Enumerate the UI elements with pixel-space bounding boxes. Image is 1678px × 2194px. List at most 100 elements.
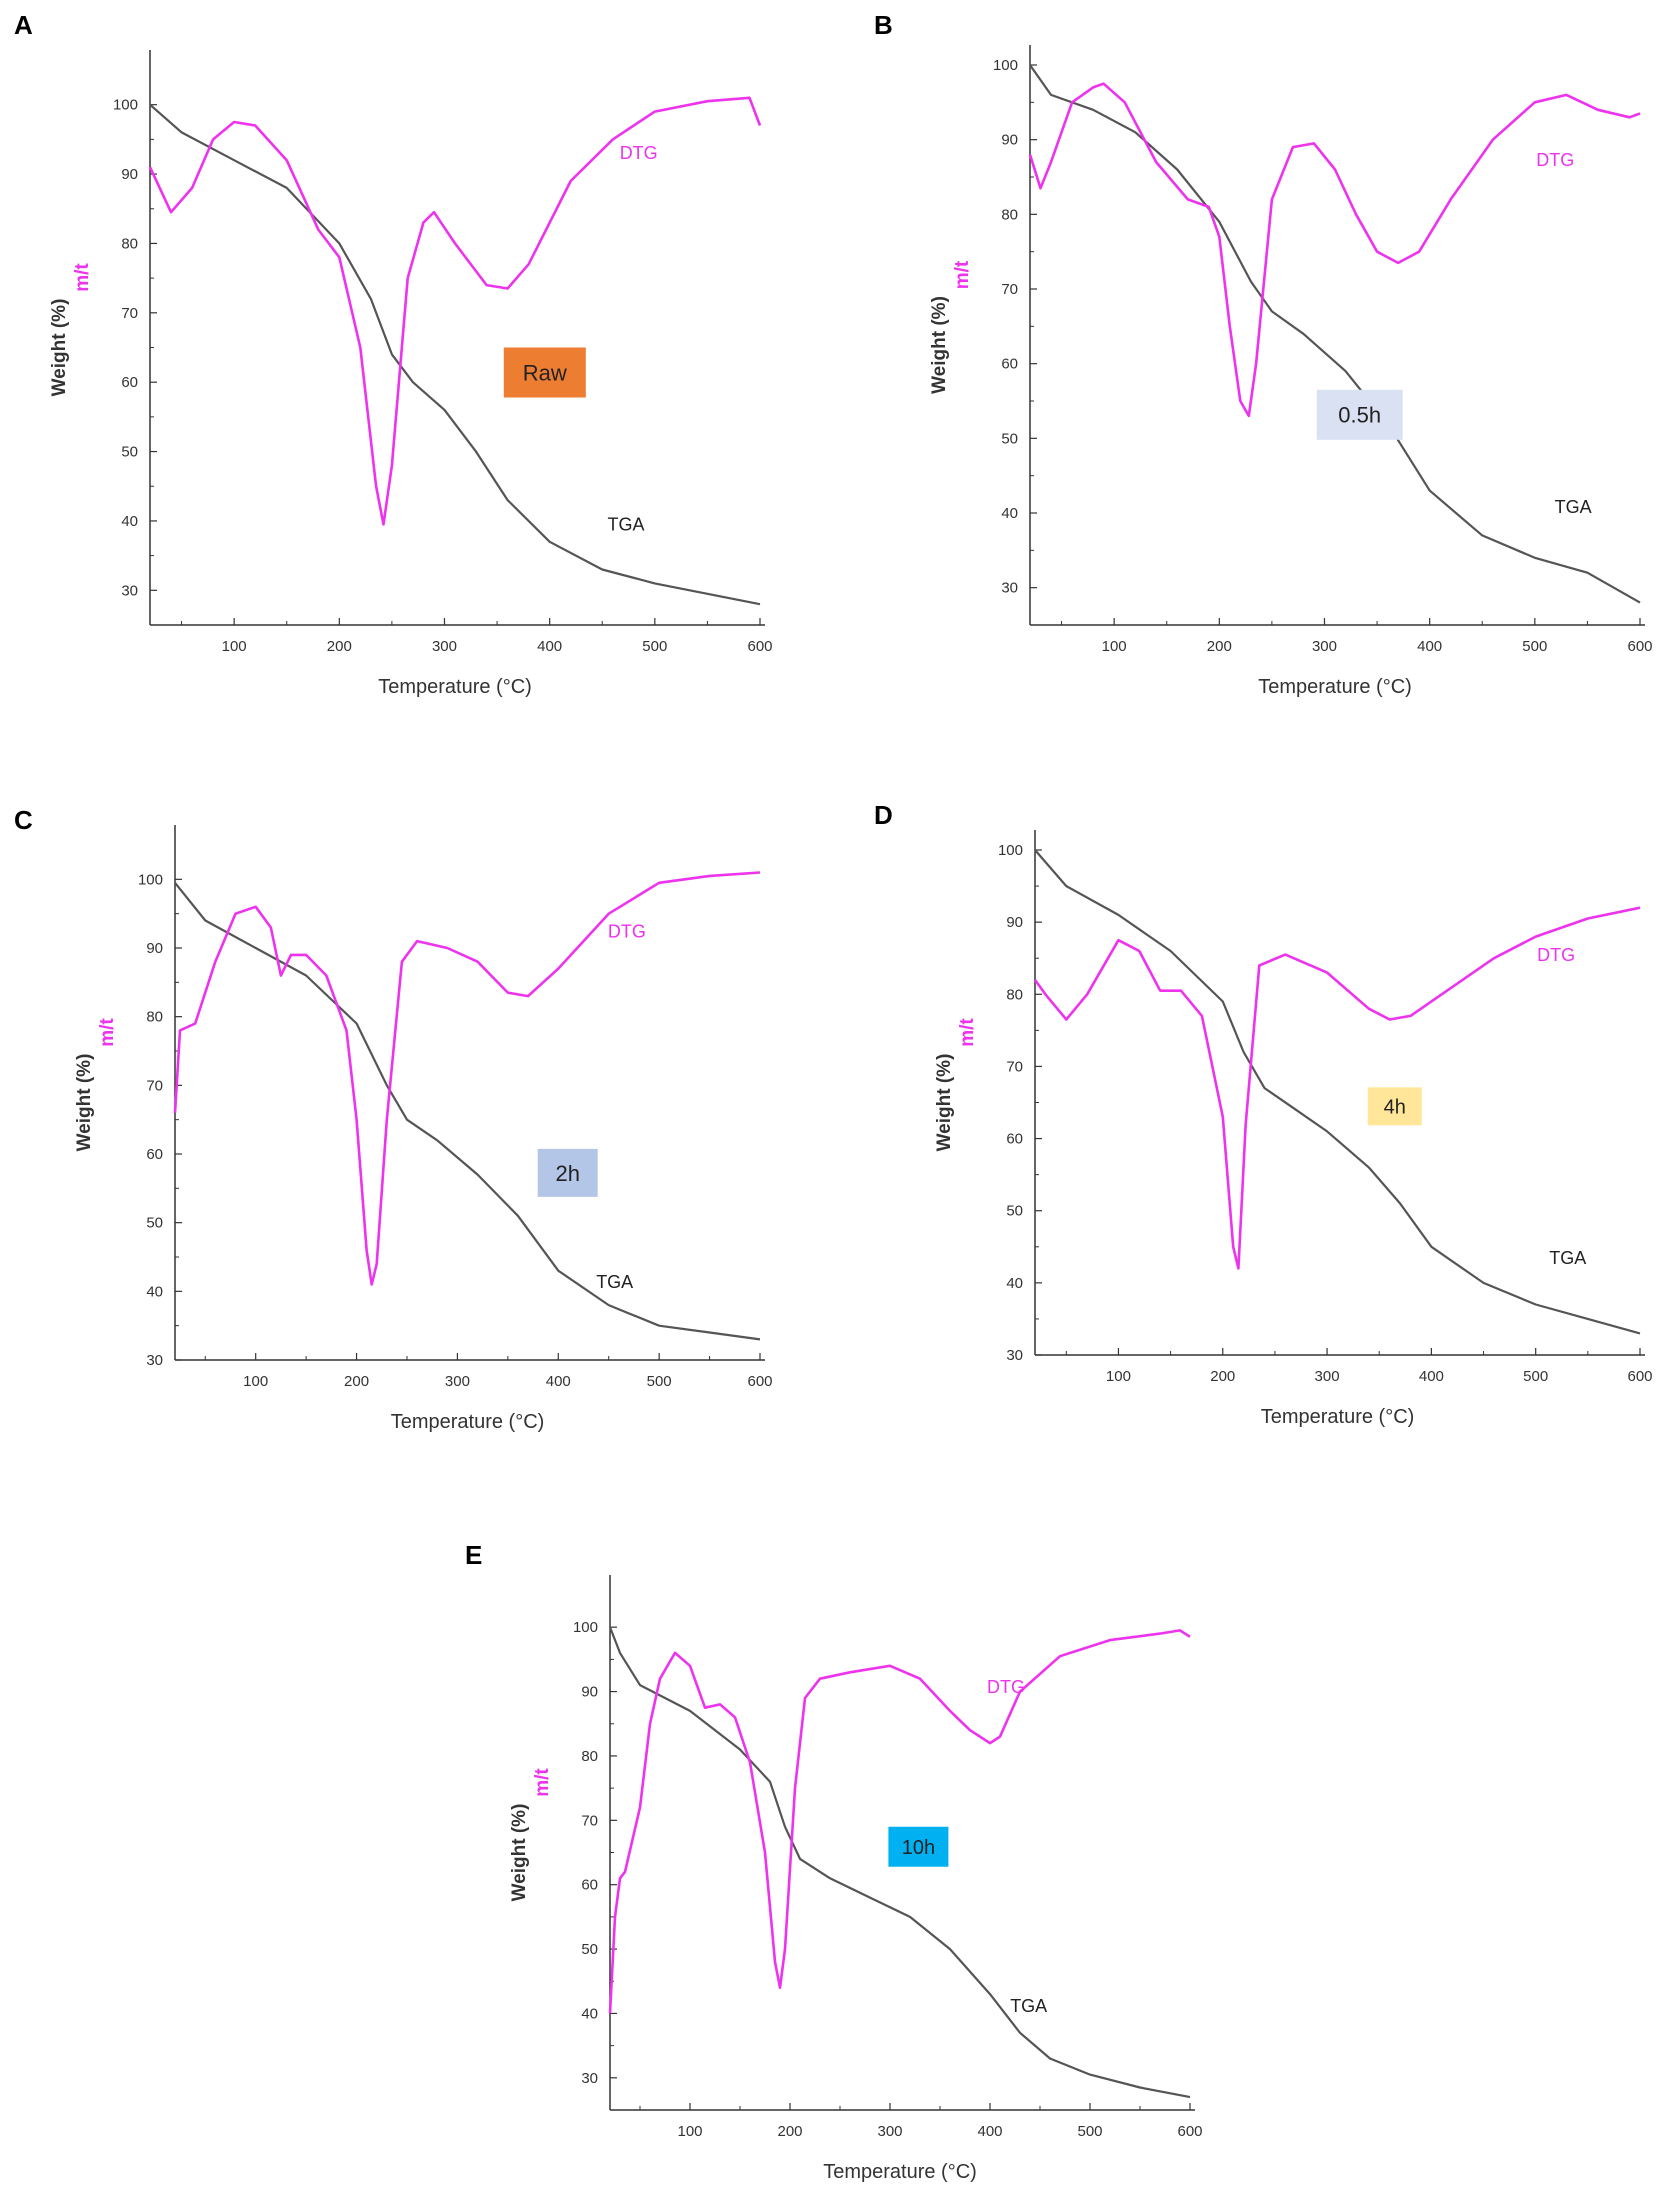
x-tick-label: 200 xyxy=(344,1373,369,1390)
y-tick-label: 80 xyxy=(146,1009,163,1026)
condition-badge xyxy=(1316,389,1403,440)
tga-line xyxy=(149,103,761,606)
y-tick-label: 60 xyxy=(581,1877,598,1894)
x-tick-label: 200 xyxy=(1210,1368,1235,1385)
x-tick-label: 600 xyxy=(747,638,772,655)
condition-badge-label: 10h xyxy=(902,1837,935,1859)
y-tick-label: 70 xyxy=(1001,281,1018,298)
y-tick-label: 80 xyxy=(1006,986,1023,1003)
condition-badge-label: 2h xyxy=(555,1161,579,1186)
y-axis-label: Weight (%) xyxy=(929,296,950,394)
y-axis-label: Weight (%) xyxy=(74,1054,95,1152)
y-tick-label: 90 xyxy=(146,940,163,957)
x-tick-label: 400 xyxy=(977,2123,1002,2140)
y-tick-label: 90 xyxy=(1006,914,1023,931)
panel-letter: B xyxy=(874,10,893,40)
x-tick-label: 300 xyxy=(1315,1368,1340,1385)
x-tick-label: 200 xyxy=(777,2123,802,2140)
x-tick-label: 400 xyxy=(1417,638,1442,655)
dtg-series-label: DTG xyxy=(608,922,646,942)
x-tick-label: 100 xyxy=(1106,1368,1131,1385)
dtg-series-label: DTG xyxy=(620,143,658,163)
tga-line xyxy=(1029,64,1641,604)
y-tick-label: 60 xyxy=(1001,356,1018,373)
chart-panel-c: C 100 200 300 400 500 600 30 40 50 60 70 80 90 100 Tem… xyxy=(0,780,800,1540)
x-tick-label: 500 xyxy=(642,638,667,655)
y-tick-label: 30 xyxy=(581,2070,598,2087)
y-axis-label-secondary: m/t xyxy=(952,260,973,289)
y-tick-label: 50 xyxy=(1001,430,1018,447)
x-tick-label: 300 xyxy=(445,1373,470,1390)
y-tick-label: 40 xyxy=(1001,505,1018,522)
x-tick-label: 500 xyxy=(1077,2123,1102,2140)
x-tick-label: 300 xyxy=(877,2123,902,2140)
dtg-line xyxy=(173,871,761,1286)
condition-badge-label: 0.5h xyxy=(1338,403,1381,428)
x-axis-label: Temperature (°C) xyxy=(378,676,532,698)
y-tick-label: 100 xyxy=(573,1619,598,1636)
tga-series-label: TGA xyxy=(608,515,645,535)
x-tick-label: 500 xyxy=(647,1373,672,1390)
panel-letter: D xyxy=(874,800,893,830)
x-tick-label: 100 xyxy=(1102,638,1127,655)
condition-badge xyxy=(503,347,586,398)
x-tick-label: 300 xyxy=(432,638,457,655)
x-tick-label: 500 xyxy=(1523,1368,1548,1385)
panel-letter: A xyxy=(14,10,33,40)
y-axis-label-secondary: m/t xyxy=(72,263,93,292)
dtg-series-label: DTG xyxy=(1537,945,1575,965)
y-tick-label: 60 xyxy=(121,374,138,391)
y-tick-label: 100 xyxy=(113,97,138,114)
chart-panel-a: A 100 200 300 400 500 600 30 40 50 60 70 80 90 100 Tem… xyxy=(0,0,800,760)
dtg-line xyxy=(1028,82,1641,418)
dtg-line xyxy=(1033,906,1641,1270)
x-tick-label: 200 xyxy=(327,638,352,655)
y-axis-label: Weight (%) xyxy=(49,299,70,397)
chart-panel-e: E 100 200 300 400 500 600 30 40 50 60 70 80 90 100 Tem… xyxy=(460,1535,1260,2189)
condition-badge-label: Raw xyxy=(523,360,567,385)
y-tick-label: 90 xyxy=(581,1684,598,1701)
chart-panel-b: B 100 200 300 400 500 600 30 40 50 60 70 80 90 100 Tem… xyxy=(860,0,1660,760)
y-tick-label: 80 xyxy=(121,235,138,252)
chart-svg: 100 200 300 400 500 600 30 40 50 60 70 80 90 100 Tempe… xyxy=(509,1575,1203,2183)
x-tick-label: 400 xyxy=(1419,1368,1444,1385)
y-tick-label: 70 xyxy=(581,1812,598,1829)
tga-series-label: TGA xyxy=(1549,1248,1586,1268)
dtg-series-label: DTG xyxy=(1536,150,1574,170)
dtg-line xyxy=(148,96,762,526)
panel-letter: C xyxy=(14,805,33,835)
x-tick-label: 200 xyxy=(1207,638,1232,655)
y-tick-label: 40 xyxy=(581,2005,598,2022)
x-tick-label: 100 xyxy=(677,2123,702,2140)
y-tick-label: 30 xyxy=(1001,580,1018,597)
x-tick-label: 600 xyxy=(1177,2123,1202,2140)
y-tick-label: 30 xyxy=(1006,1347,1023,1364)
condition-badge-label: 4h xyxy=(1384,1097,1406,1119)
y-tick-label: 70 xyxy=(146,1077,163,1094)
chart-svg: 100 200 300 400 500 600 30 40 50 60 70 80 90 100 Tempe… xyxy=(74,825,773,1433)
y-tick-label: 40 xyxy=(146,1283,163,1300)
condition-badge xyxy=(888,1826,949,1867)
x-tick-label: 600 xyxy=(1627,1368,1652,1385)
x-axis-label: Temperature (°C) xyxy=(823,2161,977,2183)
x-axis-label: Temperature (°C) xyxy=(1258,676,1412,698)
condition-badge xyxy=(1367,1087,1422,1126)
x-tick-label: 300 xyxy=(1312,638,1337,655)
y-tick-label: 70 xyxy=(121,305,138,322)
y-axis-label-secondary: m/t xyxy=(97,1018,118,1047)
chart-svg: 100 200 300 400 500 600 30 40 50 60 70 80 90 100 Tempe… xyxy=(929,45,1653,698)
y-tick-label: 50 xyxy=(1006,1203,1023,1220)
y-tick-label: 90 xyxy=(121,166,138,183)
x-tick-label: 600 xyxy=(1627,638,1652,655)
x-tick-label: 500 xyxy=(1522,638,1547,655)
tga-line xyxy=(1034,849,1641,1335)
tga-line xyxy=(608,1626,1191,2099)
tga-line xyxy=(174,882,761,1341)
chart-svg: 100 200 300 400 500 600 30 40 50 60 70 80 90 100 Tempe… xyxy=(49,50,773,698)
y-tick-label: 50 xyxy=(581,1941,598,1958)
x-axis-label: Temperature (°C) xyxy=(1261,1406,1415,1428)
dtg-series-label: DTG xyxy=(987,1677,1025,1697)
y-tick-label: 60 xyxy=(146,1146,163,1163)
tga-series-label: TGA xyxy=(1010,1996,1047,2016)
y-tick-label: 30 xyxy=(146,1352,163,1369)
